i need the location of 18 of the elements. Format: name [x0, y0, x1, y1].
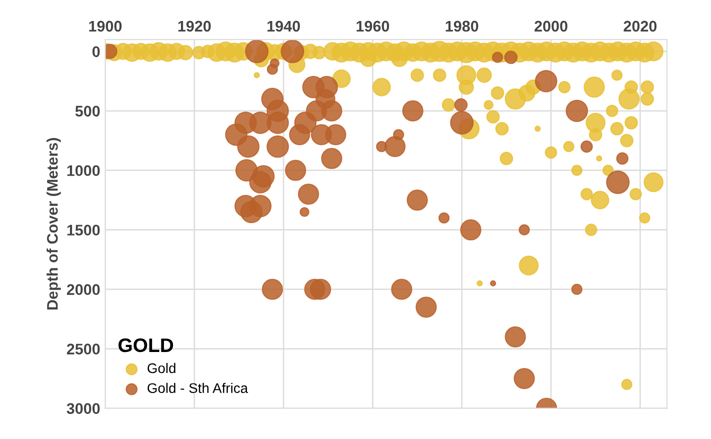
- legend-label: Gold: [148, 362, 176, 374]
- legend-title: GOLD: [118, 338, 174, 352]
- x-tick-label: 2000: [534, 20, 568, 32]
- y-tick-label: 500: [75, 106, 100, 117]
- y-tick-label: 1000: [67, 165, 100, 176]
- x-tick-label: 1960: [356, 20, 390, 32]
- y-tick-label: 0: [92, 46, 100, 58]
- x-tick-label: 1980: [446, 20, 478, 32]
- y-tick-label: 3000: [66, 403, 100, 414]
- legend-label: Gold - Sth Africa: [148, 382, 248, 394]
- x-tick-label: 1920: [178, 20, 211, 32]
- x-tick-label: 1940: [268, 20, 300, 32]
- y-tick-label: 1500: [67, 224, 100, 236]
- x-tick-label: 2020: [624, 20, 657, 32]
- y-tick-label: 2000: [66, 284, 100, 295]
- y-tick-label: 2500: [66, 344, 100, 354]
- y-axis-title: Depth of Cover (Meters): [46, 138, 61, 310]
- x-tick-label: 1900: [89, 20, 122, 32]
